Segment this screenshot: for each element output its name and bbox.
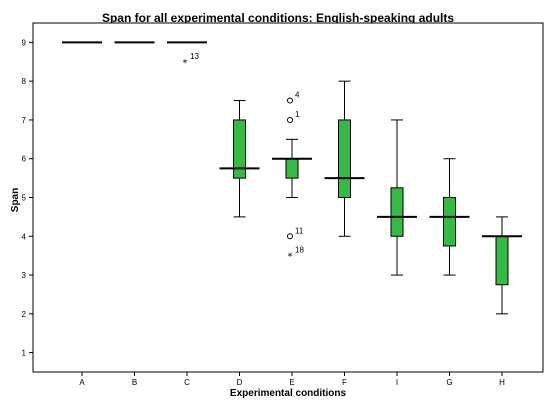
y-tick-label: 7: [22, 116, 27, 125]
chart-title: Span for all experimental conditions: En…: [102, 11, 454, 25]
outlier-extreme-marker: *: [288, 252, 293, 263]
box-d: [219, 100, 260, 218]
y-tick-label: 8: [22, 77, 27, 86]
outlier-label: 11: [295, 226, 304, 235]
outlier-label: 13: [190, 52, 199, 61]
x-tick-label: E: [289, 378, 294, 387]
box-i: [377, 119, 417, 276]
x-tick-label: F: [342, 378, 347, 387]
box-iqr: [285, 158, 299, 179]
outlier-marker: [287, 116, 293, 123]
y-tick-label: 1: [22, 349, 27, 358]
box-iqr: [233, 119, 246, 179]
x-tick-label: I: [396, 378, 398, 387]
y-tick-label: 2: [22, 310, 27, 319]
outlier-label: 18: [295, 246, 304, 255]
box-f: [324, 80, 365, 237]
x-tick-label: C: [184, 378, 190, 387]
box-iqr: [390, 187, 404, 237]
box-c: *13: [167, 41, 207, 69]
y-axis: 1 2 3 4 5 6 7 8 9: [22, 38, 33, 358]
outlier-marker: [287, 97, 293, 104]
x-tick-label: H: [499, 378, 505, 387]
box-g: [429, 158, 470, 276]
x-axis-label: Experimental conditions: [230, 388, 347, 399]
y-tick-label: 4: [22, 232, 27, 241]
y-tick-label: 5: [22, 194, 27, 203]
y-axis-label: Span: [10, 188, 21, 212]
outlier-extreme-marker: *: [183, 58, 188, 69]
outlier-marker: [287, 233, 293, 240]
x-tick-label: G: [446, 378, 452, 387]
x-tick-label: D: [237, 378, 243, 387]
outlier-label: 4: [295, 91, 300, 100]
box-iqr: [443, 197, 456, 247]
y-tick-label: 3: [22, 271, 27, 280]
x-tick-label: A: [79, 378, 85, 387]
box-iqr: [495, 235, 509, 286]
outlier-label: 1: [295, 110, 300, 119]
x-tick-label: B: [132, 378, 137, 387]
y-tick-label: 9: [22, 38, 27, 47]
box-h: [482, 216, 522, 315]
y-tick-label: 6: [22, 155, 27, 164]
box-iqr: [338, 119, 351, 198]
